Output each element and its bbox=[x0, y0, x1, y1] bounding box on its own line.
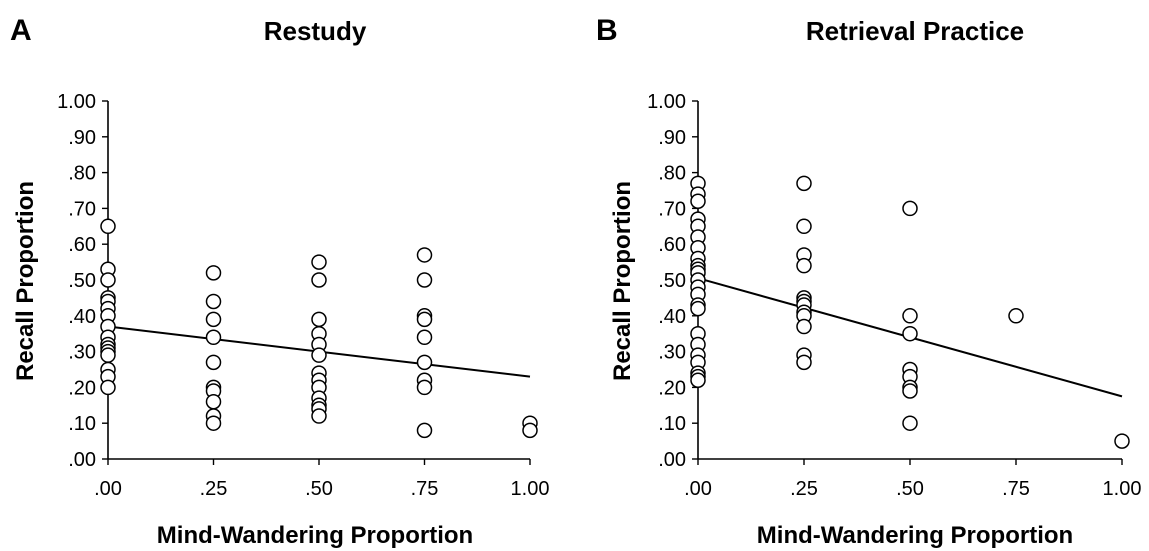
y-axis-title: Recall Proportion bbox=[609, 181, 636, 381]
data-point bbox=[416, 329, 433, 346]
y-tick-label: .80 bbox=[658, 163, 686, 185]
data-point bbox=[902, 383, 918, 399]
data-point bbox=[416, 379, 433, 396]
x-axis-title: Mind-Wandering Proportion bbox=[757, 522, 1073, 549]
data-point bbox=[416, 422, 433, 439]
data-point bbox=[796, 218, 812, 235]
x-tick-label: .00 bbox=[684, 478, 712, 500]
data-point bbox=[902, 325, 918, 342]
data-point bbox=[796, 318, 812, 335]
y-tick-label: .60 bbox=[68, 234, 96, 256]
data-point bbox=[100, 218, 116, 235]
y-tick-label: .00 bbox=[68, 449, 96, 471]
y-tick-label: .50 bbox=[68, 270, 96, 292]
data-point bbox=[311, 254, 327, 270]
data-point bbox=[902, 415, 918, 431]
data-point bbox=[902, 200, 918, 217]
y-tick-label: .70 bbox=[658, 198, 686, 220]
data-point bbox=[311, 272, 327, 288]
x-tick-label: .25 bbox=[200, 478, 228, 500]
data-point bbox=[690, 300, 706, 317]
x-axis-title: Mind-Wandering Proportion bbox=[157, 522, 473, 549]
x-tick-label: .00 bbox=[94, 478, 122, 500]
x-tick-label: .25 bbox=[790, 478, 818, 500]
x-tick-label: .50 bbox=[305, 478, 333, 500]
y-tick-label: .00 bbox=[658, 449, 686, 471]
data-point bbox=[1008, 308, 1024, 324]
y-tick-label: .40 bbox=[658, 306, 686, 328]
data-point bbox=[311, 347, 327, 363]
data-point bbox=[205, 293, 222, 310]
chart-title: Restudy bbox=[264, 16, 367, 46]
data-point bbox=[205, 329, 222, 346]
panel-retrieval-practice: B Retrieval Practice Recall Proportion M… bbox=[596, 14, 1141, 549]
y-tick-label: .30 bbox=[658, 342, 686, 364]
y-tick-label: .80 bbox=[68, 163, 96, 185]
data-point bbox=[100, 379, 116, 396]
data-point bbox=[100, 272, 116, 288]
data-point bbox=[796, 175, 812, 192]
y-tick-label: .20 bbox=[68, 377, 96, 399]
data-point bbox=[690, 193, 706, 209]
x-tick-label: .50 bbox=[896, 478, 924, 500]
y-tick-label: .40 bbox=[68, 306, 96, 328]
points-layer bbox=[690, 175, 1130, 449]
data-point bbox=[1114, 433, 1130, 449]
data-point bbox=[416, 311, 433, 328]
data-point bbox=[205, 311, 222, 328]
x-tick-label: 1.00 bbox=[1103, 478, 1142, 500]
x-tick-label: .75 bbox=[1002, 478, 1030, 500]
data-point bbox=[205, 265, 222, 281]
y-tick-label: .10 bbox=[68, 413, 96, 435]
data-point bbox=[902, 308, 918, 324]
points-layer bbox=[100, 218, 538, 439]
y-tick-label: .10 bbox=[658, 413, 686, 435]
data-point bbox=[205, 354, 222, 371]
chart-title: Retrieval Practice bbox=[806, 16, 1024, 46]
y-tick-label: .90 bbox=[658, 127, 686, 149]
data-point bbox=[205, 393, 222, 410]
data-point bbox=[690, 372, 706, 388]
y-tick-label: 1.00 bbox=[57, 91, 96, 113]
x-tick-label: 1.00 bbox=[511, 478, 550, 500]
y-tick-label: .50 bbox=[658, 270, 686, 292]
panel-letter: A bbox=[10, 14, 32, 47]
data-point bbox=[796, 354, 812, 371]
y-tick-label: .70 bbox=[68, 198, 96, 220]
y-axis-title: Recall Proportion bbox=[12, 181, 39, 381]
y-tick-label: .60 bbox=[658, 234, 686, 256]
panel-letter: B bbox=[596, 14, 618, 47]
y-tick-label: .20 bbox=[658, 377, 686, 399]
y-tick-label: 1.00 bbox=[647, 91, 686, 113]
axes: .00 .10 .20 .30 .40 .50 .60 .70 .80 .90 1.00 .00 .25… bbox=[647, 91, 1141, 500]
data-point bbox=[522, 422, 538, 439]
data-point bbox=[311, 311, 327, 328]
data-point bbox=[416, 247, 433, 263]
data-point bbox=[416, 272, 433, 288]
axes: .00 .10 .20 .30 .40 .50 .60 .70 .80 .90 1.00 .00 .25… bbox=[57, 91, 549, 500]
y-tick-label: .30 bbox=[68, 342, 96, 364]
data-point bbox=[311, 408, 327, 424]
panel-restudy: A Restudy Recall Proportion Mind-Wanderi… bbox=[10, 14, 549, 549]
data-point bbox=[100, 347, 116, 363]
y-tick-label: .90 bbox=[68, 127, 96, 149]
data-point bbox=[796, 257, 812, 274]
x-tick-label: .75 bbox=[411, 478, 439, 500]
data-point bbox=[416, 354, 433, 371]
data-point bbox=[205, 415, 222, 431]
